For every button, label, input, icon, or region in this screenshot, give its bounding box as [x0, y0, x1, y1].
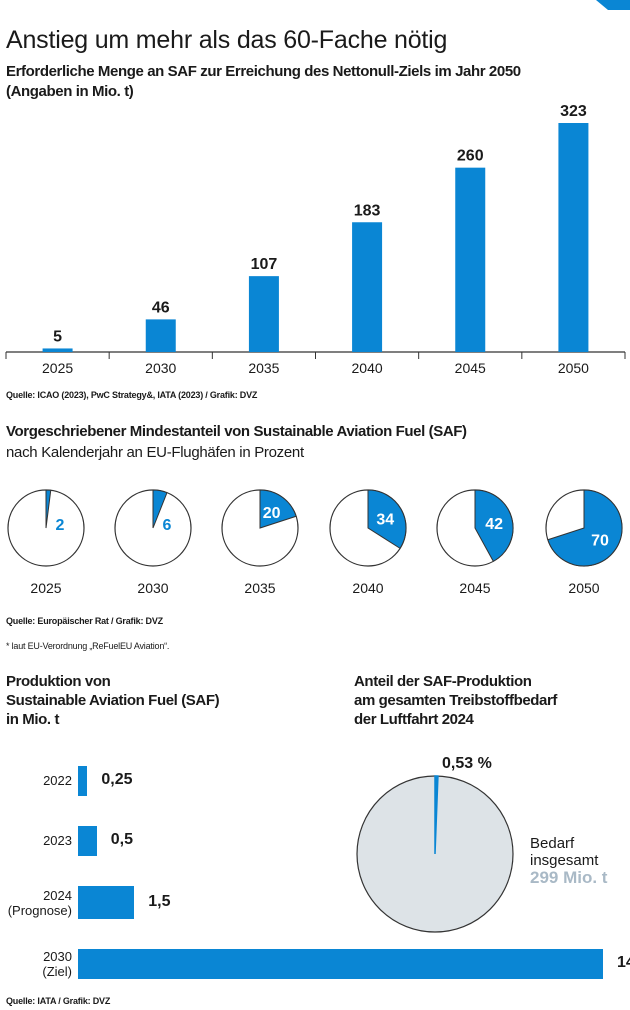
production-title-line2: Sustainable Aviation Fuel (SAF)	[6, 692, 220, 709]
bar-2035	[248, 276, 279, 352]
share-title-line3: der Luftfahrt 2024	[354, 711, 474, 728]
pie-year-label: 2030	[137, 580, 168, 596]
bar-value-label: 46	[152, 299, 170, 316]
share-pie-slice	[434, 775, 439, 855]
x-tick-label: 2035	[248, 360, 279, 376]
hbar-category-label: 2030 (Ziel)	[42, 949, 72, 979]
pie-slice	[474, 489, 514, 562]
pie-year-label: 2025	[30, 580, 61, 596]
hbar-category-label: 2022	[43, 773, 72, 788]
pie-year-label: 2045	[459, 580, 490, 596]
bar-value-label: 260	[457, 148, 484, 165]
pie-year-label: 2040	[352, 580, 383, 596]
pie-2045: 42 2045	[436, 489, 514, 596]
share-legend-line2: insgesamt	[530, 852, 599, 869]
pie-row-source: Quelle: Europäischer Rat / Grafik: DVZ	[6, 616, 163, 626]
production-title-line3: in Mio. t	[6, 711, 60, 728]
bar-2050	[558, 123, 589, 352]
bar-2025	[42, 348, 73, 352]
pie-row-title: Vorgeschriebener Mindestanteil von Susta…	[6, 423, 467, 440]
x-tick-label: 2025	[42, 360, 73, 376]
share-legend: Bedarf insgesamt 299 Mio. t	[530, 835, 607, 886]
x-tick-label: 2040	[352, 360, 383, 376]
production-title-line1: Produktion von	[6, 673, 111, 690]
hbar-value-label: 1,5	[148, 892, 171, 910]
hbar-category-label: 2023	[43, 833, 72, 848]
bar-value-label: 5	[53, 328, 62, 345]
pie-value-label: 34	[376, 511, 394, 528]
production-title: Produktion von Sustainable Aviation Fuel…	[6, 672, 220, 729]
header-accent-shape	[0, 0, 630, 10]
pie-row-footnote: * laut EU-Verordnung „ReFuelEU Aviation“…	[6, 641, 170, 651]
bar-chart-subtitle: Erforderliche Menge an SAF zur Erreichun…	[6, 62, 521, 102]
hbar-2	[78, 886, 135, 919]
share-pie-chart: 0,53 %	[356, 755, 514, 933]
share-title: Anteil der SAF-Produktion am gesamten Tr…	[354, 672, 557, 729]
hbar-category-label: 2024 (Prognose)	[7, 887, 72, 918]
pie-value-label: 70	[591, 533, 609, 550]
pie-slice	[45, 489, 52, 529]
pie-slice	[152, 489, 168, 529]
bar-chart-subtitle-line1: Erforderliche Menge an SAF zur Erreichun…	[6, 63, 521, 80]
x-tick-label: 2045	[455, 360, 486, 376]
pie-slice	[367, 489, 407, 550]
hbar-1	[78, 826, 97, 856]
share-title-line2: am gesamten Treibstoffbedarf	[354, 692, 558, 709]
pie-slice	[547, 489, 623, 567]
bar-value-label: 107	[251, 256, 278, 273]
saf-demand-bar-chart: 5 2025 46 2030 107 2035 183 2040 260 2045 323 2050	[5, 103, 626, 376]
saf-share-pie-row: 2 2025 6 2030 20 2035 34 2040 42 2045 70 2050	[7, 489, 623, 596]
bar-chart-source: Quelle: ICAO (2023), PwC Strategy&, IATA…	[6, 390, 258, 400]
pie-value-label: 20	[263, 505, 281, 522]
pie-row-subtitle: nach Kalenderjahr an EU-Flughäfen in Pro…	[6, 444, 304, 461]
pie-2050: 70 2050	[545, 489, 623, 596]
share-legend-value: 299 Mio. t	[530, 868, 608, 887]
bar-value-label: 323	[560, 103, 587, 120]
x-tick-label: 2030	[145, 360, 176, 376]
pie-year-label: 2050	[568, 580, 599, 596]
bar-chart-subtitle-line2: (Angaben in Mio. t)	[6, 83, 134, 100]
pie-slice	[259, 489, 297, 529]
hbar-3	[78, 949, 603, 979]
page-title: Anstieg um mehr als das 60-Fache nötig	[6, 26, 448, 54]
pie-2040: 34 2040	[329, 489, 407, 596]
hbar-value-label: 0,25	[101, 771, 133, 788]
production-source: Quelle: IATA / Grafik: DVZ	[6, 996, 111, 1006]
share-title-line1: Anteil der SAF-Produktion	[354, 673, 532, 690]
pie-value-label: 2	[56, 517, 65, 534]
hbar-value-label: 14	[617, 954, 630, 971]
bar-2045	[455, 167, 486, 352]
x-tick-label: 2050	[558, 360, 589, 376]
pie-value-label: 42	[485, 516, 503, 533]
hbar-0	[78, 766, 88, 796]
bar-2040	[352, 222, 383, 352]
pie-2035: 20 2035	[221, 489, 299, 596]
share-pie-value-label: 0,53 %	[442, 755, 492, 772]
bar-2030	[145, 319, 176, 352]
pie-2025: 2 2025	[7, 489, 85, 596]
pie-value-label: 6	[163, 517, 172, 534]
hbar-value-label: 0,5	[110, 831, 133, 848]
pie-2030: 6 2030	[114, 489, 192, 596]
pie-year-label: 2035	[244, 580, 275, 596]
bar-value-label: 183	[354, 202, 381, 219]
share-legend-line1: Bedarf	[530, 835, 575, 852]
